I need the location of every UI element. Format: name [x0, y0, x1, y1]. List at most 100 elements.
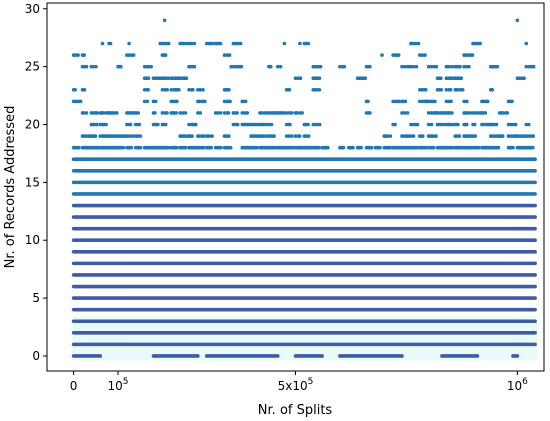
data-point	[297, 134, 302, 138]
data-point	[128, 122, 133, 127]
data-point	[203, 99, 207, 104]
data-point	[342, 64, 347, 69]
data-point	[222, 53, 227, 57]
data-point	[94, 64, 98, 69]
data-point	[156, 122, 160, 127]
data-point	[478, 41, 482, 46]
data-point	[524, 122, 529, 127]
data-point	[108, 41, 113, 46]
band-y-22	[71, 99, 514, 104]
data-point	[194, 122, 198, 127]
data-point	[82, 53, 86, 57]
data-point	[190, 134, 194, 138]
data-point	[295, 111, 299, 115]
data-point	[284, 111, 289, 115]
data-point	[468, 111, 473, 115]
data-point	[457, 134, 462, 138]
data-point	[524, 64, 529, 69]
data-point	[145, 99, 150, 104]
data-point	[142, 99, 147, 104]
data-point	[391, 53, 395, 57]
data-point	[146, 76, 151, 81]
data-point	[93, 134, 98, 138]
data-point	[261, 122, 266, 127]
outlier-point	[127, 41, 131, 46]
data-point	[318, 64, 323, 69]
data-point	[73, 87, 77, 92]
data-point	[197, 134, 202, 138]
data-point	[125, 122, 129, 127]
data-point	[298, 76, 303, 81]
x-tick-label: 0	[70, 379, 78, 393]
data-point	[450, 122, 455, 127]
outlier-point	[298, 41, 302, 46]
data-point	[278, 64, 283, 69]
data-point	[483, 111, 488, 115]
data-point	[89, 111, 94, 115]
y-tick-label: 20	[25, 118, 40, 132]
data-point	[447, 122, 452, 127]
data-point	[243, 99, 248, 104]
data-point	[191, 87, 195, 92]
data-point	[472, 122, 477, 127]
data-point	[153, 111, 157, 115]
data-point	[101, 111, 106, 115]
data-point	[429, 122, 434, 127]
data-point	[183, 111, 188, 115]
data-point	[400, 111, 404, 115]
outlier-point	[282, 41, 287, 46]
data-point	[181, 111, 185, 115]
data-point	[464, 122, 469, 127]
data-point	[449, 111, 454, 115]
data-point	[455, 87, 460, 92]
data-point	[420, 53, 425, 57]
data-point	[261, 134, 266, 138]
x-axis-label: Nr. of Splits	[258, 403, 333, 418]
data-point	[409, 64, 413, 69]
data-point	[494, 122, 499, 127]
data-point	[95, 111, 99, 115]
data-point	[163, 122, 168, 127]
data-point	[169, 87, 174, 92]
data-point	[293, 134, 298, 138]
data-point	[508, 134, 513, 138]
x-tick-label: 106	[507, 377, 528, 393]
data-point	[423, 87, 428, 92]
data-point	[192, 41, 197, 46]
data-point	[416, 41, 421, 46]
data-point	[138, 134, 143, 138]
data-point	[146, 87, 150, 92]
data-point	[177, 87, 181, 92]
data-point	[226, 111, 231, 115]
data-point	[78, 99, 83, 104]
data-point	[315, 87, 319, 92]
data-point	[287, 87, 292, 92]
data-point	[505, 111, 510, 115]
data-point	[160, 111, 165, 115]
outlier-point	[229, 64, 233, 69]
data-point	[531, 134, 536, 138]
data-point	[397, 99, 402, 104]
data-point	[393, 122, 397, 127]
data-point	[198, 111, 203, 115]
data-point	[448, 87, 453, 92]
data-point	[130, 134, 135, 138]
data-point	[235, 111, 239, 115]
data-point	[434, 134, 438, 138]
data-point	[201, 134, 206, 138]
data-point	[166, 76, 171, 81]
data-point	[400, 64, 404, 69]
data-point	[178, 76, 182, 81]
data-point	[338, 64, 342, 69]
data-point	[210, 134, 214, 138]
data-point	[184, 76, 189, 81]
data-point	[240, 111, 245, 115]
y-axis-label: Nr. of Records Addressed	[3, 106, 18, 269]
data-point	[473, 111, 478, 115]
data-point	[84, 111, 89, 115]
band-y-24	[142, 76, 526, 81]
data-point	[490, 134, 494, 138]
data-point	[81, 111, 86, 115]
data-point	[288, 122, 292, 127]
